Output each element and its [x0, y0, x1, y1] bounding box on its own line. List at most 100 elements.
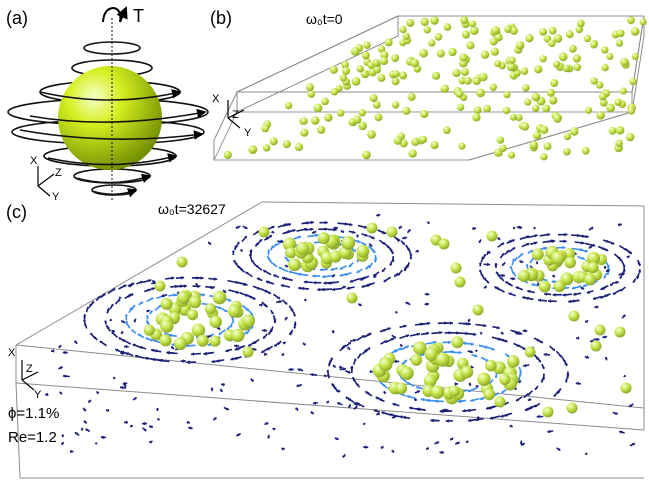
flow-arrowhead: [509, 424, 513, 428]
flow-arrowhead: [263, 270, 267, 273]
flow-arrowhead: [278, 300, 283, 304]
flow-arrowhead: [186, 360, 190, 364]
flow-arrowhead: [501, 273, 505, 278]
particle: [434, 32, 443, 41]
flow-arrowhead: [476, 417, 480, 420]
particle: [619, 87, 627, 95]
particle: [472, 77, 481, 86]
flow-arrowhead: [358, 353, 362, 356]
particle: [408, 149, 417, 158]
flow-arrowhead: [534, 234, 538, 238]
particle: [372, 101, 381, 109]
particle: [483, 104, 491, 113]
flow-arrowhead: [230, 357, 234, 361]
particle: [542, 406, 554, 418]
particle: [191, 323, 206, 337]
particle: [539, 125, 549, 134]
flow-arrowhead: [100, 435, 105, 440]
particle: [524, 346, 536, 358]
particle: [428, 39, 436, 47]
flow-arrowhead: [345, 396, 349, 400]
flow-arrowhead: [568, 299, 572, 304]
particle: [406, 18, 415, 27]
flow-arrowhead: [564, 232, 568, 237]
flow-arrowhead: [123, 384, 127, 387]
flow-arrowhead: [396, 238, 401, 243]
flow-arrowhead: [83, 314, 87, 316]
flow-arrowhead: [390, 337, 395, 341]
flow-arrowhead: [336, 389, 340, 393]
particle: [402, 32, 410, 40]
flow-arrowhead: [581, 241, 585, 245]
flow-arrowhead: [535, 262, 539, 265]
particle: [601, 63, 609, 72]
flow-arrowhead: [504, 339, 508, 343]
flow-arrowhead: [326, 369, 330, 372]
particle: [546, 88, 555, 97]
flow-arrowhead: [62, 350, 66, 355]
flow-arrowhead: [596, 337, 600, 342]
flow-arrowhead: [249, 295, 253, 299]
flow-arrowhead: [267, 436, 271, 439]
particle: [454, 276, 466, 288]
flow-arrowhead: [80, 427, 84, 430]
flow-arrowhead: [121, 350, 125, 354]
particle: [435, 352, 450, 367]
particle: [307, 90, 316, 98]
flow-arrowhead: [278, 267, 282, 270]
flow-arrowhead: [619, 276, 623, 279]
flow-arrowhead: [512, 272, 516, 275]
time-label-c: ω₀t=32627: [158, 201, 226, 217]
flow-arrowhead: [273, 274, 277, 278]
particle: [300, 128, 309, 137]
flow-arrowhead: [439, 330, 443, 335]
particle: [502, 106, 511, 115]
axis-z-c: Z: [26, 363, 33, 375]
time-label-b: ω₀t=0: [306, 11, 343, 27]
particle: [358, 121, 367, 131]
flow-arrowhead: [157, 418, 161, 421]
flow-arrowhead: [244, 226, 248, 229]
flow-arrowhead: [562, 245, 566, 250]
flow-arrowhead: [119, 296, 123, 299]
flow-arrowhead: [379, 398, 383, 402]
flow-arrowhead: [483, 254, 487, 257]
flow-arrowhead: [281, 447, 285, 451]
flow-arrowhead: [525, 264, 529, 266]
particle: [631, 52, 639, 61]
flow-arrowhead: [88, 303, 93, 306]
flow-arrowhead: [106, 308, 111, 311]
flow-arrowhead: [494, 263, 498, 266]
flow-arrowhead: [200, 276, 204, 280]
flow-arrowhead: [562, 293, 566, 297]
flow-arrowhead: [313, 280, 317, 285]
flow-arrowhead: [273, 243, 277, 246]
flow-arrowhead: [349, 279, 354, 283]
flow-arrowhead: [571, 286, 576, 290]
flow-arrowhead: [392, 415, 396, 419]
particle: [420, 109, 429, 119]
flow-arrowhead: [479, 397, 484, 400]
flow-arrowhead: [234, 344, 238, 348]
flow-arrowhead: [458, 350, 462, 355]
flow-arrowhead: [380, 446, 384, 449]
flow-arrowhead: [59, 366, 63, 370]
particle: [615, 39, 624, 47]
particle: [494, 396, 506, 408]
flow-arrowhead: [375, 396, 379, 400]
flow-arrowhead: [93, 336, 97, 339]
particle: [480, 50, 490, 59]
flow-arrowhead: [303, 299, 307, 302]
particle: [187, 309, 199, 321]
particle: [499, 144, 507, 152]
flow-arrowhead: [284, 223, 288, 227]
flow-arrowhead: [522, 347, 526, 350]
flow-arrowhead: [580, 287, 584, 290]
particle: [459, 53, 468, 62]
flow-arrowhead: [249, 249, 253, 252]
flow-arrowhead: [287, 223, 292, 227]
flow-arrowhead: [331, 331, 335, 334]
axes-triad-c: [21, 360, 39, 391]
flow-arrowhead: [531, 283, 535, 287]
particle: [522, 84, 530, 92]
